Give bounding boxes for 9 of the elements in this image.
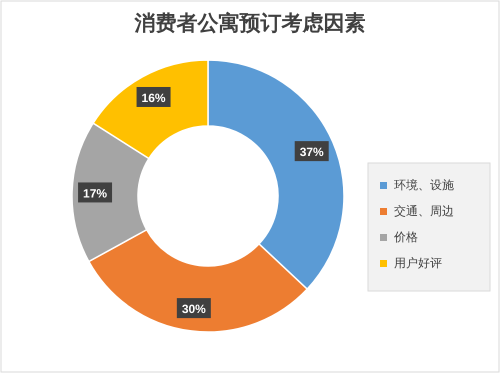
legend-label: 价格 bbox=[393, 230, 418, 244]
legend-label: 交通、周边 bbox=[394, 204, 454, 218]
legend-label: 用户好评 bbox=[394, 256, 442, 270]
data-label: 17% bbox=[83, 186, 108, 200]
chart-title: 消费者公寓预订考虑因素 bbox=[134, 11, 366, 35]
legend-label: 环境、设施 bbox=[394, 178, 454, 192]
data-label: 16% bbox=[142, 90, 166, 105]
data-label: 30% bbox=[182, 302, 206, 316]
data-label: 37% bbox=[300, 145, 324, 160]
